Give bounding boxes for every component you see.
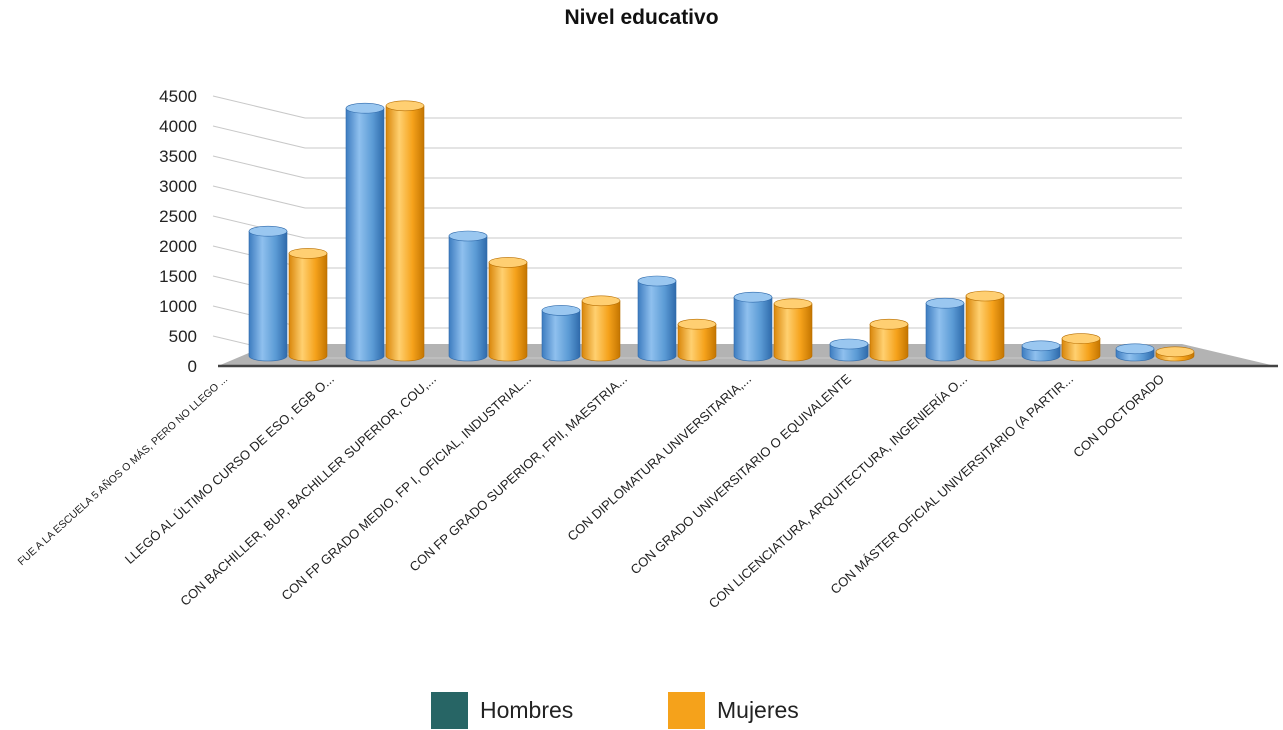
- y-tick-label: 1500: [159, 267, 197, 286]
- bar-mujeres-5: [677, 318, 717, 362]
- bar-mujeres-7: [869, 318, 909, 362]
- bar-mujeres-3: [488, 257, 528, 362]
- legend-item-mujeres: Mujeres: [668, 690, 799, 730]
- gridline-side: [212, 155, 306, 179]
- y-tick-label: 0: [188, 357, 197, 376]
- y-tick-label: 2000: [159, 237, 197, 256]
- bar-hombres-8: [925, 297, 965, 362]
- y-tick-label: 3500: [159, 147, 197, 166]
- y-tick-label: 500: [169, 327, 197, 346]
- gridline-side: [212, 185, 306, 209]
- y-tick-label: 4000: [159, 117, 197, 136]
- legend-swatch-mujeres: [668, 691, 705, 729]
- x-tick-label: LLEGÓ AL ÚLTIMO CURSO DE ESO, EGB O...: [122, 371, 337, 567]
- bar-hombres-2: [345, 102, 385, 362]
- bar-mujeres-9: [1061, 333, 1101, 362]
- x-tick-label: CON FP GRADO SUPERIOR, FPII, MAESTRIA...: [407, 371, 631, 574]
- y-tick-label: 2500: [159, 207, 197, 226]
- bar-hombres-9: [1021, 340, 1061, 362]
- gridline-side: [212, 95, 306, 119]
- legend-label-mujeres: Mujeres: [717, 696, 799, 723]
- bar-hombres-10: [1115, 343, 1155, 362]
- legend: Hombres Mujeres: [0, 690, 1283, 730]
- bar-hombres-4: [541, 305, 581, 362]
- bar-mujeres-4: [581, 295, 621, 362]
- bar-mujeres-2: [385, 100, 425, 362]
- bar-mujeres-10: [1155, 346, 1195, 362]
- legend-swatch-hombres: [431, 691, 468, 729]
- bar-hombres-6: [733, 291, 773, 362]
- y-tick-label: 4500: [159, 87, 197, 106]
- bar-hombres-1: [248, 225, 288, 362]
- gridline-side: [212, 125, 306, 149]
- bar-mujeres-8: [965, 290, 1005, 362]
- x-tick-label: CON DOCTORADO: [1070, 371, 1167, 460]
- x-tick-label: CON MÁSTER OFICIAL UNIVERSITARIO (A PART…: [827, 371, 1076, 597]
- legend-label-hombres: Hombres: [480, 696, 574, 723]
- chart-title: Nivel educativo: [564, 6, 719, 29]
- y-tick-label: 3000: [159, 177, 197, 196]
- bar-mujeres-6: [773, 298, 813, 362]
- bar-chart: 0 500 1000 1500 2000 2500 3000 3500 4000 4500 FUE…: [15, 87, 1278, 611]
- bar-hombres-7: [829, 338, 869, 362]
- bar-hombres-5: [637, 275, 677, 362]
- x-tick-label: FUE A LA ESCUELA 5 AÑOS O MÁS, PERO NO L…: [15, 373, 230, 569]
- legend-item-hombres: Hombres: [431, 690, 573, 730]
- x-tick-label: CON GRADO UNIVERSITARIO O EQUIVALENTE: [627, 371, 854, 577]
- y-tick-label: 1000: [159, 297, 197, 316]
- bar-mujeres-1: [288, 248, 328, 362]
- bar-hombres-3: [448, 230, 488, 362]
